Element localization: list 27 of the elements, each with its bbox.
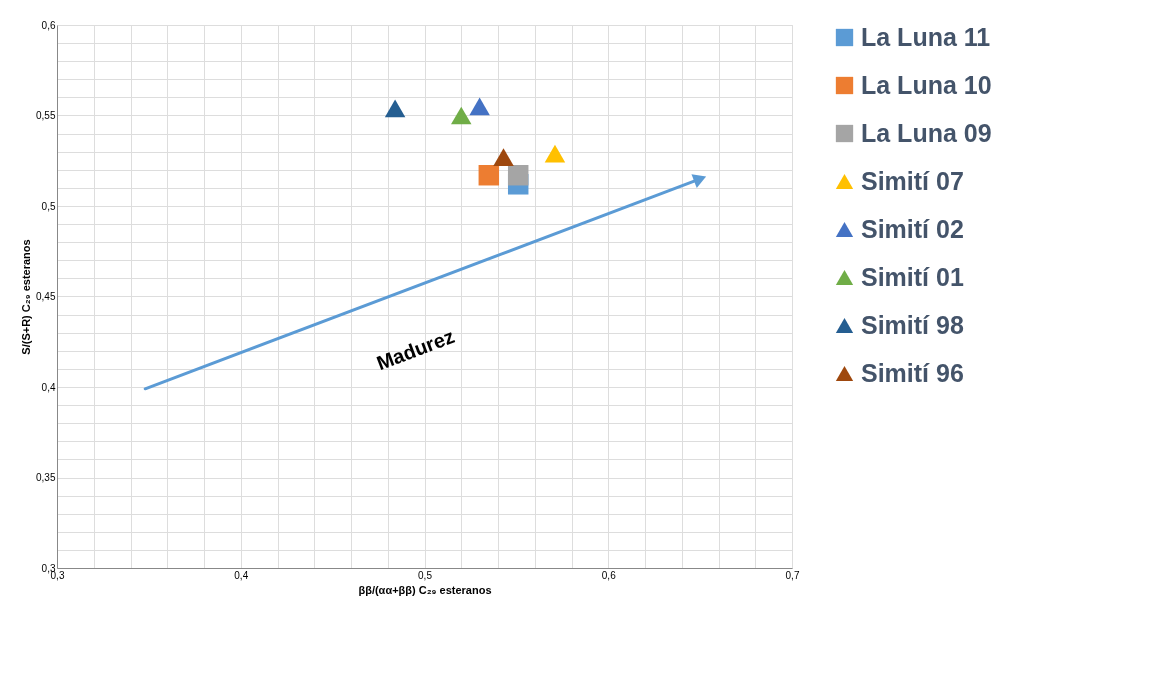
legend-label: La Luna 11 [861,22,991,51]
point [478,164,500,186]
legend-label: Simití 07 [861,166,964,195]
point [451,106,472,125]
point [507,164,529,186]
y-axis-title: S/(S+R) C₂₉ esteranos [20,239,33,355]
y-tick-label: 0,6 [41,19,56,31]
x-tick-label: 0,4 [234,569,249,581]
point [384,99,406,118]
y-tick-label: 0,4 [41,381,56,393]
legend-label: La Luna 09 [861,118,992,147]
legend-label: Simití 96 [861,358,964,387]
point [493,148,514,166]
y-tick-label: 0,55 [36,110,56,121]
y-tick-label: 0,45 [36,291,56,302]
legend-label: La Luna 10 [861,70,992,99]
point [544,144,566,163]
y-tick-label: 0,35 [36,472,56,483]
legend-label: Simití 98 [861,310,964,339]
legend-label: Simití 01 [861,262,964,291]
point [469,97,490,116]
x-tick-label: 0,5 [418,569,433,581]
x-tick-label: 0,7 [785,569,800,581]
legend-label: Simití 02 [861,214,964,243]
y-tick-label: 0,5 [41,200,56,212]
x-axis-title: ββ/(αα+ββ) C₂₉ esteranos [358,583,492,596]
x-tick-label: 0,6 [601,569,617,581]
